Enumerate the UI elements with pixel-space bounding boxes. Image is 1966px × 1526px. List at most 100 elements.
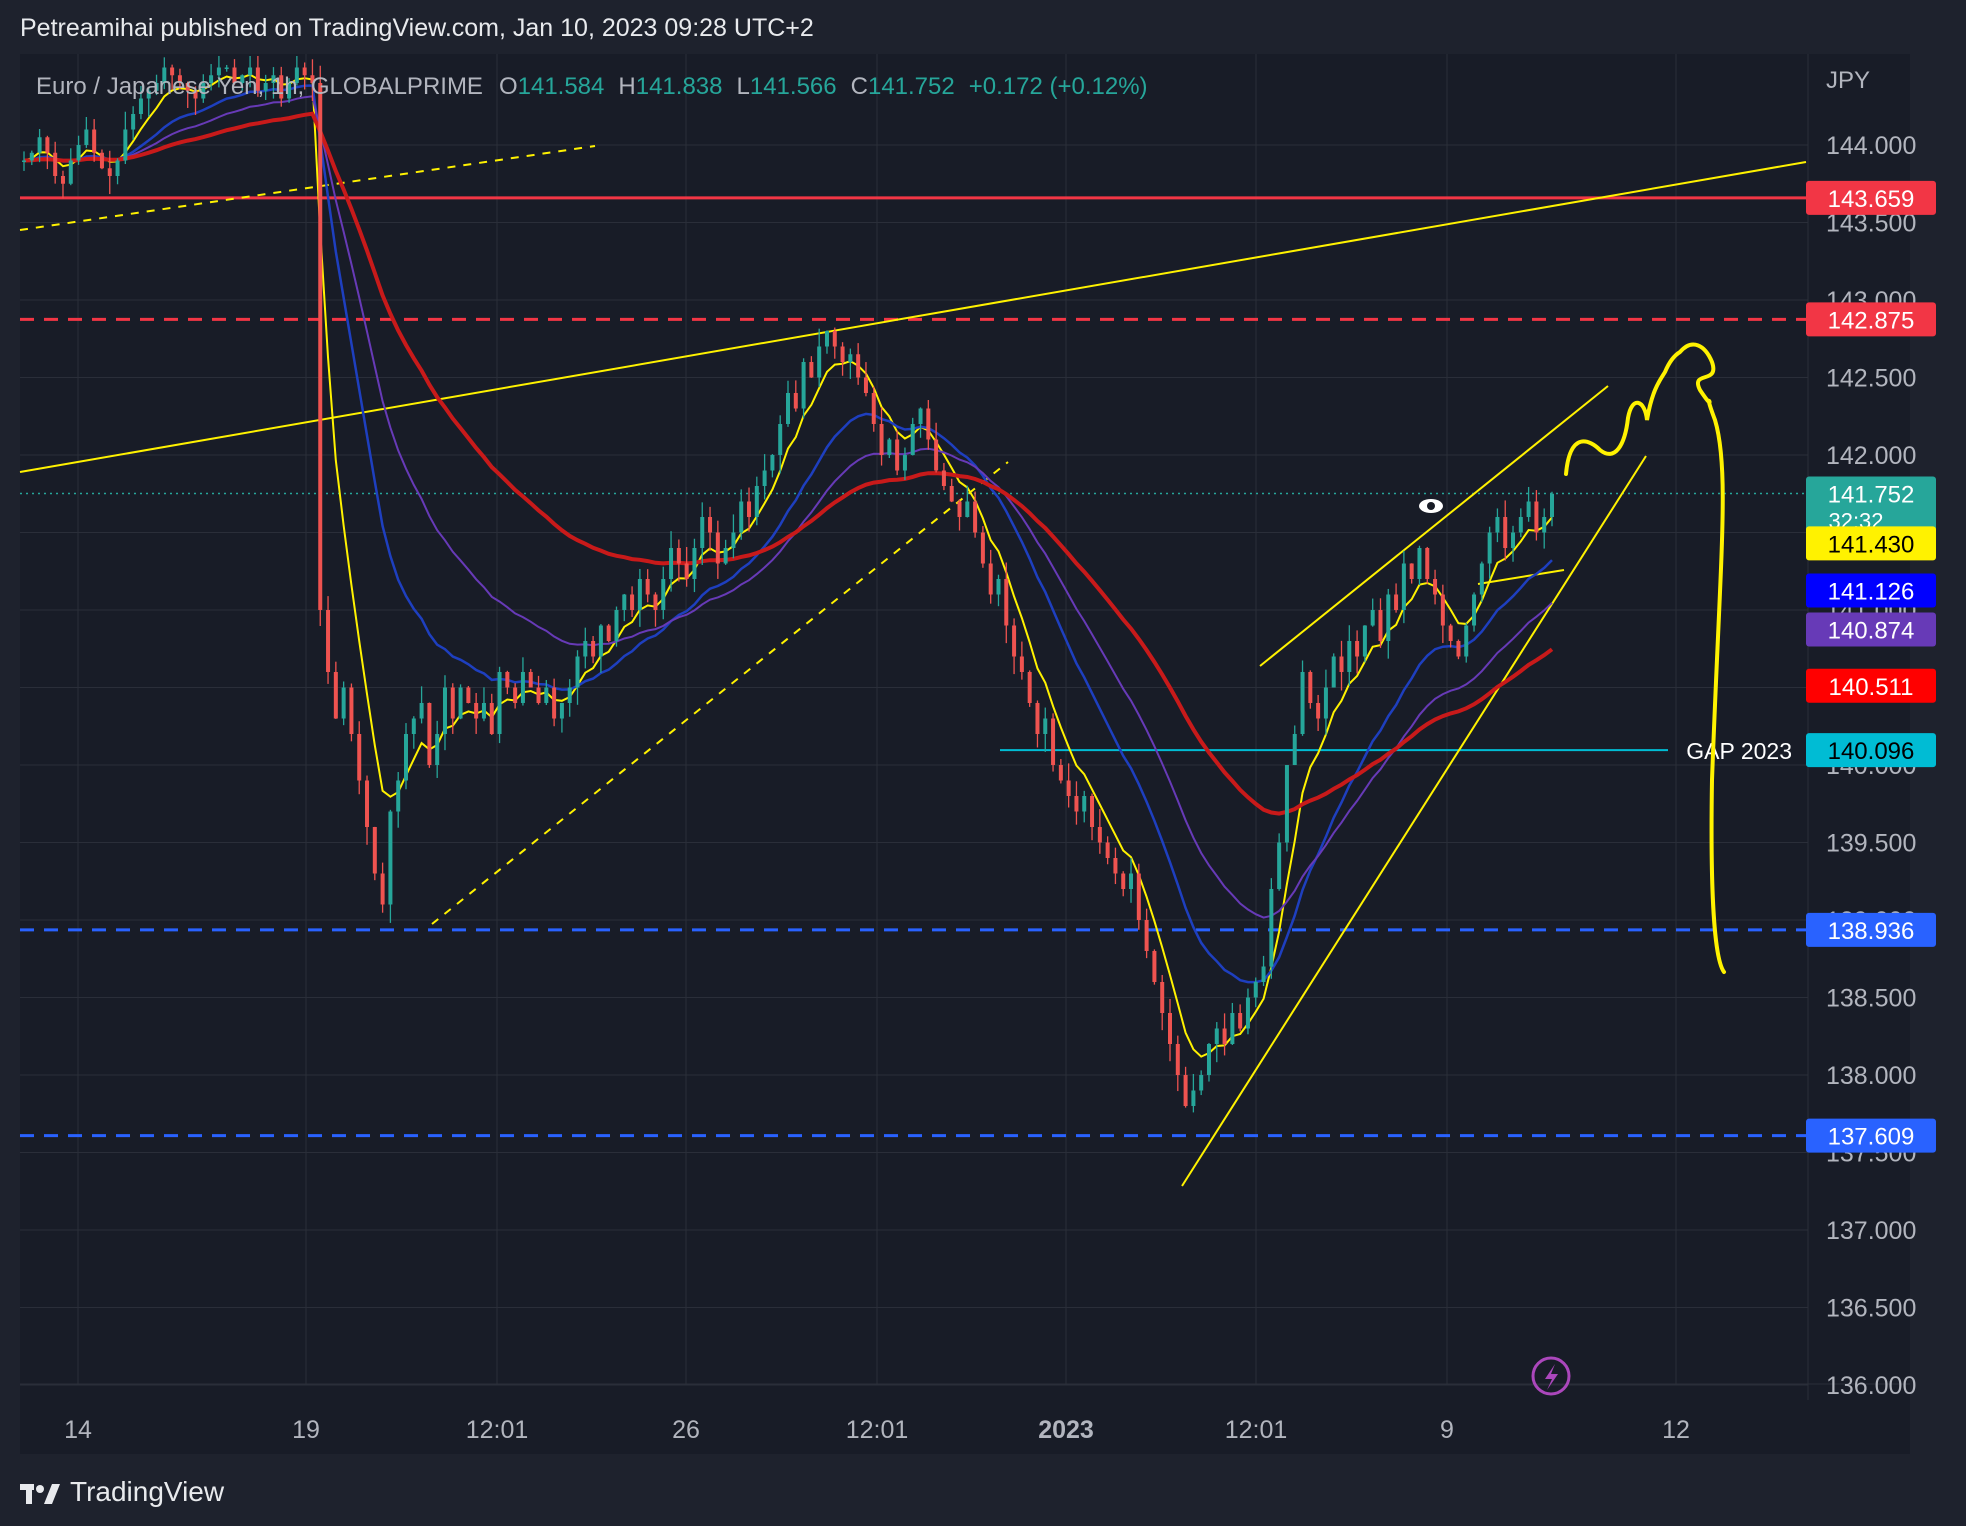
candle-body	[817, 346, 822, 378]
candle-body	[1347, 641, 1352, 672]
legend-change: +0.172 (+0.12%)	[969, 73, 1148, 100]
candle-body	[162, 67, 167, 83]
candle-body	[92, 129, 97, 153]
candle-body	[481, 703, 486, 719]
candle-body	[1097, 827, 1102, 843]
candle-body	[123, 129, 128, 161]
candle-body	[669, 548, 674, 579]
x-tick-label: 12:01	[466, 1416, 529, 1444]
ma-purple-line	[23, 95, 1553, 919]
lightning-icon[interactable]	[1531, 1356, 1571, 1396]
candle-body	[318, 83, 323, 610]
price-labels: 143.659142.875141.75232:32141.430141.126…	[1806, 180, 1936, 1153]
candle-body	[637, 579, 642, 610]
candle-body	[1386, 594, 1391, 641]
price-label-box	[1806, 912, 1936, 947]
trendline	[19, 145, 596, 231]
legend-c-value: 141.752	[868, 73, 955, 100]
candle-body	[1214, 1028, 1219, 1044]
candle-body	[232, 67, 237, 83]
candle-body	[871, 393, 876, 424]
candle-body	[949, 486, 954, 502]
y-tick-label: 136.000	[1826, 1372, 1916, 1400]
candle-body	[824, 331, 829, 347]
y-tick-label: 138.000	[1826, 1062, 1916, 1090]
candle-body	[723, 548, 728, 564]
candle-body	[856, 354, 861, 378]
legend: Euro / Japanese Yen, 1h, GLOBALPRIME O141…	[36, 73, 1148, 100]
trendline	[1477, 569, 1565, 585]
candle-body	[910, 424, 915, 455]
candle-body	[1035, 703, 1040, 734]
candle-body	[279, 75, 284, 99]
candle-body	[1238, 1013, 1243, 1029]
gap-label: GAP 2023	[1686, 738, 1792, 764]
candle-body	[786, 393, 790, 424]
candle-body	[1019, 656, 1024, 672]
price-label-text: 140.874	[1828, 618, 1915, 645]
candle-body	[1495, 517, 1500, 533]
candle-body	[1331, 656, 1336, 688]
plot-background	[20, 54, 1910, 1454]
eye-icon[interactable]	[1419, 499, 1443, 513]
moving-averages	[23, 73, 1554, 1058]
candle-body	[630, 594, 635, 610]
candle-body	[138, 98, 143, 114]
candle-body	[988, 563, 993, 595]
candle-body	[372, 827, 377, 874]
candle-body	[216, 67, 221, 76]
candle-body	[404, 734, 408, 781]
candle-body	[731, 532, 736, 548]
candle-body	[466, 687, 471, 703]
svg-text:Euro / Japanese Yen, 1h, GLOBA: Euro / Japanese Yen, 1h, GLOBALPRIME O141…	[36, 73, 1148, 100]
legend-h-value: 141.838	[636, 73, 723, 100]
candle-body	[1129, 873, 1134, 889]
candle-body	[1323, 687, 1328, 719]
ma-red-line	[23, 111, 1554, 816]
candle-body	[193, 90, 198, 99]
candle-body	[770, 455, 775, 471]
candle-body	[68, 160, 73, 184]
candle-body	[754, 486, 759, 517]
candle-body	[396, 780, 401, 812]
candle-body	[1168, 1013, 1172, 1044]
candle-body	[1378, 610, 1383, 641]
x-tick-label: 2023	[1038, 1416, 1094, 1444]
candle-body	[185, 83, 190, 91]
candle-body	[1362, 625, 1367, 657]
y-tick-label: 137.000	[1826, 1217, 1916, 1245]
candle-body	[1245, 997, 1250, 1029]
candle-body	[1308, 672, 1313, 703]
candle-body	[177, 75, 182, 83]
candle-body	[809, 362, 814, 378]
candle-body	[1152, 951, 1157, 982]
price-label-text: 140.511	[1829, 674, 1914, 701]
candle-body	[941, 470, 946, 486]
y-tick-label: 142.000	[1826, 442, 1916, 470]
y-tick-label: 139.500	[1826, 830, 1916, 858]
footer-brand: TradingView	[70, 1476, 225, 1507]
candle-body	[146, 90, 151, 99]
candle-body	[902, 455, 907, 471]
candle-body	[567, 687, 572, 703]
candle-body	[957, 501, 962, 517]
candle-body	[60, 176, 65, 184]
x-axis[interactable]: 14 19 12:01 26 12:01 2023 12:01 9 12	[64, 1416, 1690, 1444]
candle-body	[918, 408, 923, 424]
candle-body	[240, 75, 245, 83]
candle-body	[1316, 703, 1321, 719]
y-tick-label: 144.000	[1826, 132, 1916, 160]
footer: TradingView	[20, 1476, 224, 1508]
x-tick-label: 26	[672, 1416, 700, 1444]
candle-body	[107, 168, 112, 176]
candle-body	[1113, 858, 1118, 874]
candle-body	[1479, 563, 1484, 595]
candle-body	[1401, 563, 1406, 610]
legend-o-label: O	[499, 73, 518, 100]
candle-body	[1464, 625, 1469, 657]
candle-body	[45, 137, 50, 153]
candle-body	[614, 610, 619, 641]
candle-body	[622, 594, 627, 610]
candle-body	[263, 83, 268, 91]
